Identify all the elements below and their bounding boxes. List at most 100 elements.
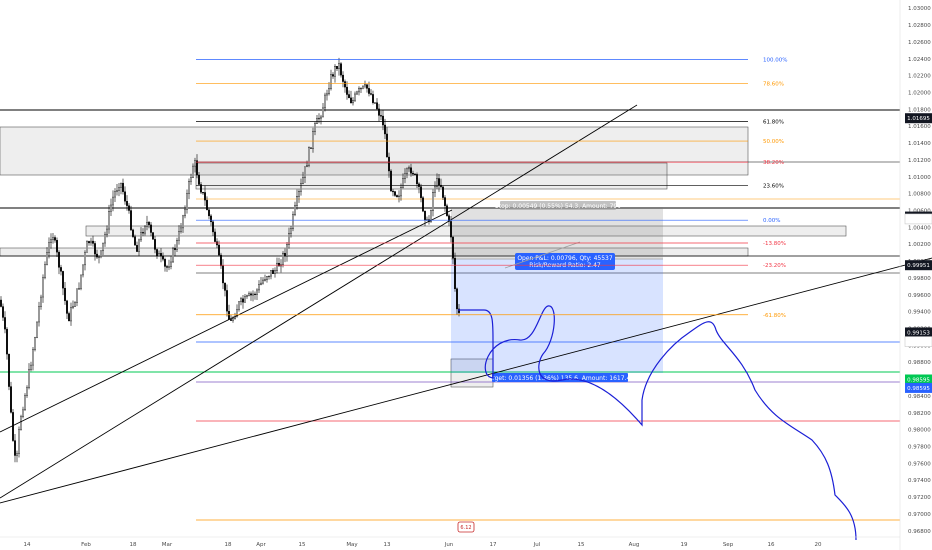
candle-body bbox=[346, 86, 348, 95]
candle bbox=[144, 225, 146, 236]
candle bbox=[0, 296, 2, 308]
candle-body bbox=[312, 131, 314, 149]
candle bbox=[106, 225, 108, 238]
candle bbox=[302, 171, 304, 185]
candle bbox=[254, 291, 256, 300]
price-tag bbox=[905, 113, 932, 124]
candle bbox=[20, 414, 22, 431]
candle-body bbox=[358, 87, 360, 93]
candle bbox=[412, 170, 414, 177]
candle-body bbox=[22, 409, 24, 417]
candle-body bbox=[122, 182, 124, 192]
candle bbox=[382, 109, 384, 131]
price-tick-label: 1.00600 bbox=[908, 209, 931, 215]
candle-body bbox=[350, 97, 352, 104]
candle-body bbox=[126, 201, 128, 206]
candle-body bbox=[278, 262, 280, 267]
candle bbox=[186, 189, 188, 214]
fib-level-label: 0.00% bbox=[763, 218, 780, 224]
candle bbox=[448, 213, 450, 226]
candle-body bbox=[244, 296, 246, 303]
candle bbox=[170, 256, 172, 270]
candle-body bbox=[174, 248, 176, 250]
candle-body bbox=[196, 160, 198, 176]
candle bbox=[298, 189, 300, 203]
candle-body bbox=[352, 99, 354, 104]
candle-body bbox=[232, 318, 234, 321]
candle bbox=[114, 188, 116, 203]
candle bbox=[262, 277, 264, 285]
candle bbox=[202, 191, 204, 195]
candle bbox=[406, 167, 408, 179]
candle-body bbox=[336, 66, 338, 69]
candle bbox=[282, 251, 284, 268]
candle bbox=[204, 185, 206, 206]
candle bbox=[72, 300, 74, 310]
candle-body bbox=[78, 288, 80, 290]
price-tag bbox=[905, 327, 932, 338]
time-tick-label: 13 bbox=[384, 542, 391, 548]
candle-body bbox=[344, 81, 346, 88]
time-axis[interactable]: 14 Feb 18 Mar 18 Apr 15 May 13 Jun 17 Jul 15 Aug 19 Sep… bbox=[0, 536, 900, 548]
candle bbox=[154, 236, 156, 254]
candle bbox=[312, 127, 314, 153]
candle bbox=[408, 165, 410, 172]
candle bbox=[332, 72, 334, 79]
candle bbox=[118, 182, 120, 197]
candle bbox=[162, 252, 164, 262]
candle-body bbox=[48, 242, 50, 253]
price-tick-label: 1.01200 bbox=[908, 158, 931, 164]
candle-body bbox=[408, 167, 410, 170]
candle bbox=[70, 302, 72, 326]
candle-body bbox=[288, 233, 290, 245]
candle-body bbox=[316, 118, 318, 124]
candle-body bbox=[404, 173, 406, 179]
candle-body bbox=[190, 177, 192, 182]
candle-body bbox=[328, 88, 330, 95]
time-tick-label: Jun bbox=[444, 542, 454, 548]
price-tick-label: 0.98400 bbox=[908, 394, 931, 400]
price-tick-label: 1.01400 bbox=[908, 141, 931, 147]
candle-body bbox=[136, 245, 138, 252]
candle-body bbox=[374, 102, 376, 104]
candle bbox=[244, 294, 246, 303]
candle-body bbox=[84, 252, 86, 266]
candle bbox=[336, 66, 338, 71]
candle bbox=[300, 178, 302, 196]
candle bbox=[256, 288, 258, 300]
price-tick-label: 0.99400 bbox=[908, 310, 931, 316]
candle-body bbox=[332, 74, 334, 77]
candle bbox=[18, 426, 20, 458]
candle-body bbox=[108, 211, 110, 230]
candle-body bbox=[228, 310, 230, 320]
candle bbox=[38, 301, 40, 327]
candle-body bbox=[124, 191, 126, 202]
candle bbox=[128, 203, 130, 214]
candle-body bbox=[424, 210, 426, 221]
candle-body bbox=[270, 270, 272, 277]
candle bbox=[284, 248, 286, 263]
candle bbox=[362, 85, 364, 90]
pnl-connector bbox=[504, 241, 581, 269]
price-axis[interactable]: 1.02600 1.02400 1.02200 1.02000 1.01800 1.016… bbox=[899, 0, 931, 550]
candle bbox=[142, 228, 144, 236]
candle-body bbox=[266, 276, 268, 280]
candle bbox=[124, 186, 126, 205]
candle-body bbox=[82, 264, 84, 276]
candle-body bbox=[286, 244, 288, 257]
candle bbox=[324, 92, 326, 112]
short-position-tool[interactable]: Open P&L: 0.00796, Qty: 45537Risk/Reward… bbox=[451, 201, 663, 382]
candle bbox=[292, 211, 294, 232]
candle bbox=[36, 321, 38, 339]
candle bbox=[34, 336, 36, 352]
candle-body bbox=[170, 261, 172, 267]
candle bbox=[258, 280, 260, 293]
candle bbox=[274, 267, 276, 278]
candle bbox=[434, 181, 436, 198]
watermark-badge bbox=[457, 521, 475, 533]
candle bbox=[188, 178, 190, 200]
candle-body bbox=[384, 124, 386, 135]
candle bbox=[196, 154, 198, 179]
